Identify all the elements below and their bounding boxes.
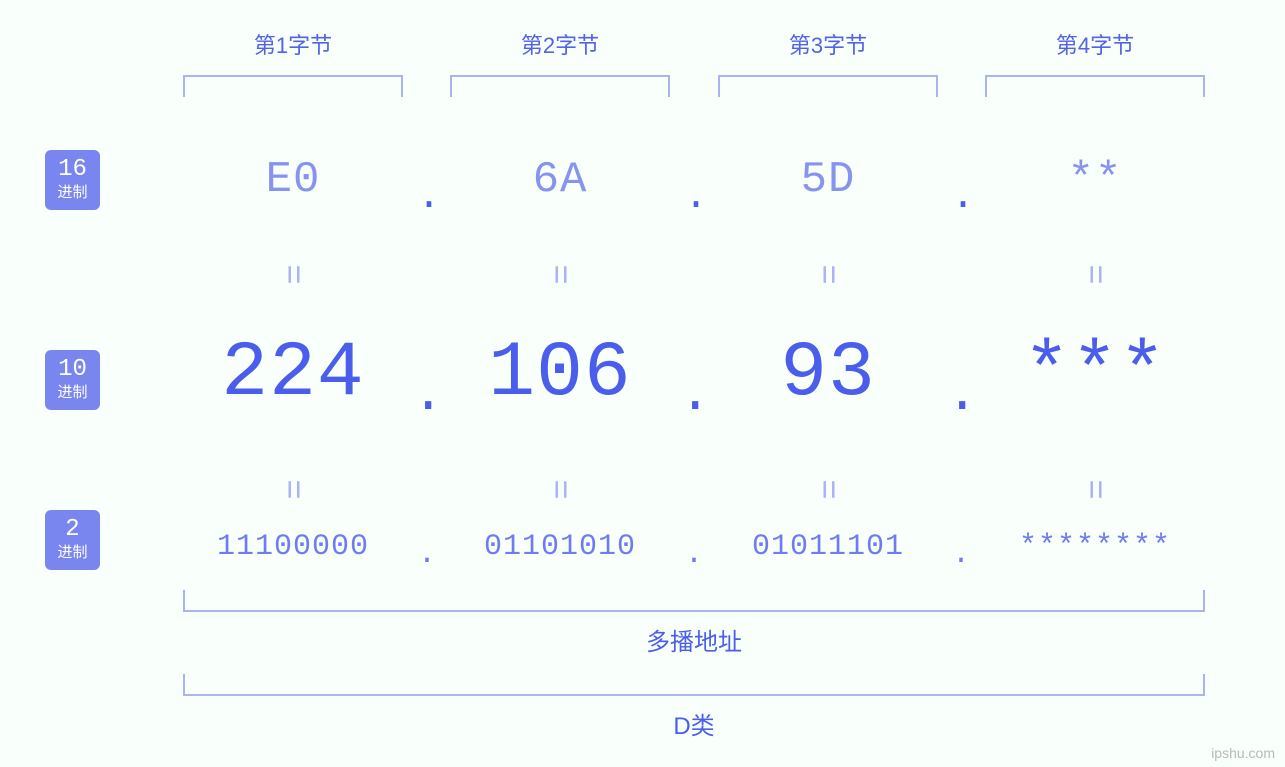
hex-badge: 16 进制 xyxy=(45,150,100,210)
bin-dot-2: . xyxy=(684,538,704,572)
hex-byte-1: E0 xyxy=(173,155,413,205)
bin-byte-3: 01011101 xyxy=(708,530,948,564)
top-bracket-2 xyxy=(450,75,670,97)
eq-dec-bin-2: = xyxy=(541,470,580,510)
dec-dot-2: . xyxy=(679,365,709,426)
dec-byte-1: 224 xyxy=(173,330,413,418)
dec-dot-3: . xyxy=(946,365,976,426)
eq-hex-dec-2: = xyxy=(541,255,580,295)
class-label: D类 xyxy=(183,706,1205,741)
bin-dot-1: . xyxy=(417,538,437,572)
hex-badge-number: 16 xyxy=(58,158,87,182)
bin-badge-number: 2 xyxy=(65,518,79,542)
dec-badge-number: 10 xyxy=(58,358,87,382)
bin-byte-2: 01101010 xyxy=(440,530,680,564)
top-bracket-4 xyxy=(985,75,1205,97)
byte-header-4: 第4字节 xyxy=(975,28,1215,60)
bin-byte-1: 11100000 xyxy=(173,530,413,564)
eq-dec-bin-4: = xyxy=(1076,470,1115,510)
bin-dot-3: . xyxy=(951,538,971,572)
eq-hex-dec-1: = xyxy=(274,255,313,295)
top-bracket-3 xyxy=(718,75,938,97)
hex-byte-3: 5D xyxy=(708,155,948,205)
byte-header-1: 第1字节 xyxy=(173,28,413,60)
dec-badge-label: 进制 xyxy=(57,384,87,402)
hex-dot-1: . xyxy=(417,175,437,220)
bin-byte-4: ******** xyxy=(975,530,1215,564)
byte-header-3: 第3字节 xyxy=(708,28,948,60)
eq-dec-bin-3: = xyxy=(809,470,848,510)
dec-byte-2: 106 xyxy=(440,330,680,418)
bin-badge-label: 进制 xyxy=(57,544,87,562)
hex-dot-2: . xyxy=(684,175,704,220)
hex-byte-4: ** xyxy=(975,155,1215,205)
top-bracket-1 xyxy=(183,75,403,97)
dec-badge: 10 进制 xyxy=(45,350,100,410)
dec-byte-3: 93 xyxy=(708,330,948,418)
hex-badge-label: 进制 xyxy=(57,184,87,202)
eq-hex-dec-3: = xyxy=(809,255,848,295)
eq-dec-bin-1: = xyxy=(274,470,313,510)
class-bracket xyxy=(183,674,1205,696)
bin-badge: 2 进制 xyxy=(45,510,100,570)
byte-header-2: 第2字节 xyxy=(440,28,680,60)
multicast-label: 多播地址 xyxy=(183,622,1205,657)
hex-byte-2: 6A xyxy=(440,155,680,205)
hex-dot-3: . xyxy=(951,175,971,220)
watermark: ipshu.com xyxy=(1211,745,1275,761)
dec-byte-4: *** xyxy=(975,330,1215,418)
eq-hex-dec-4: = xyxy=(1076,255,1115,295)
dec-dot-1: . xyxy=(412,365,442,426)
multicast-bracket xyxy=(183,590,1205,612)
